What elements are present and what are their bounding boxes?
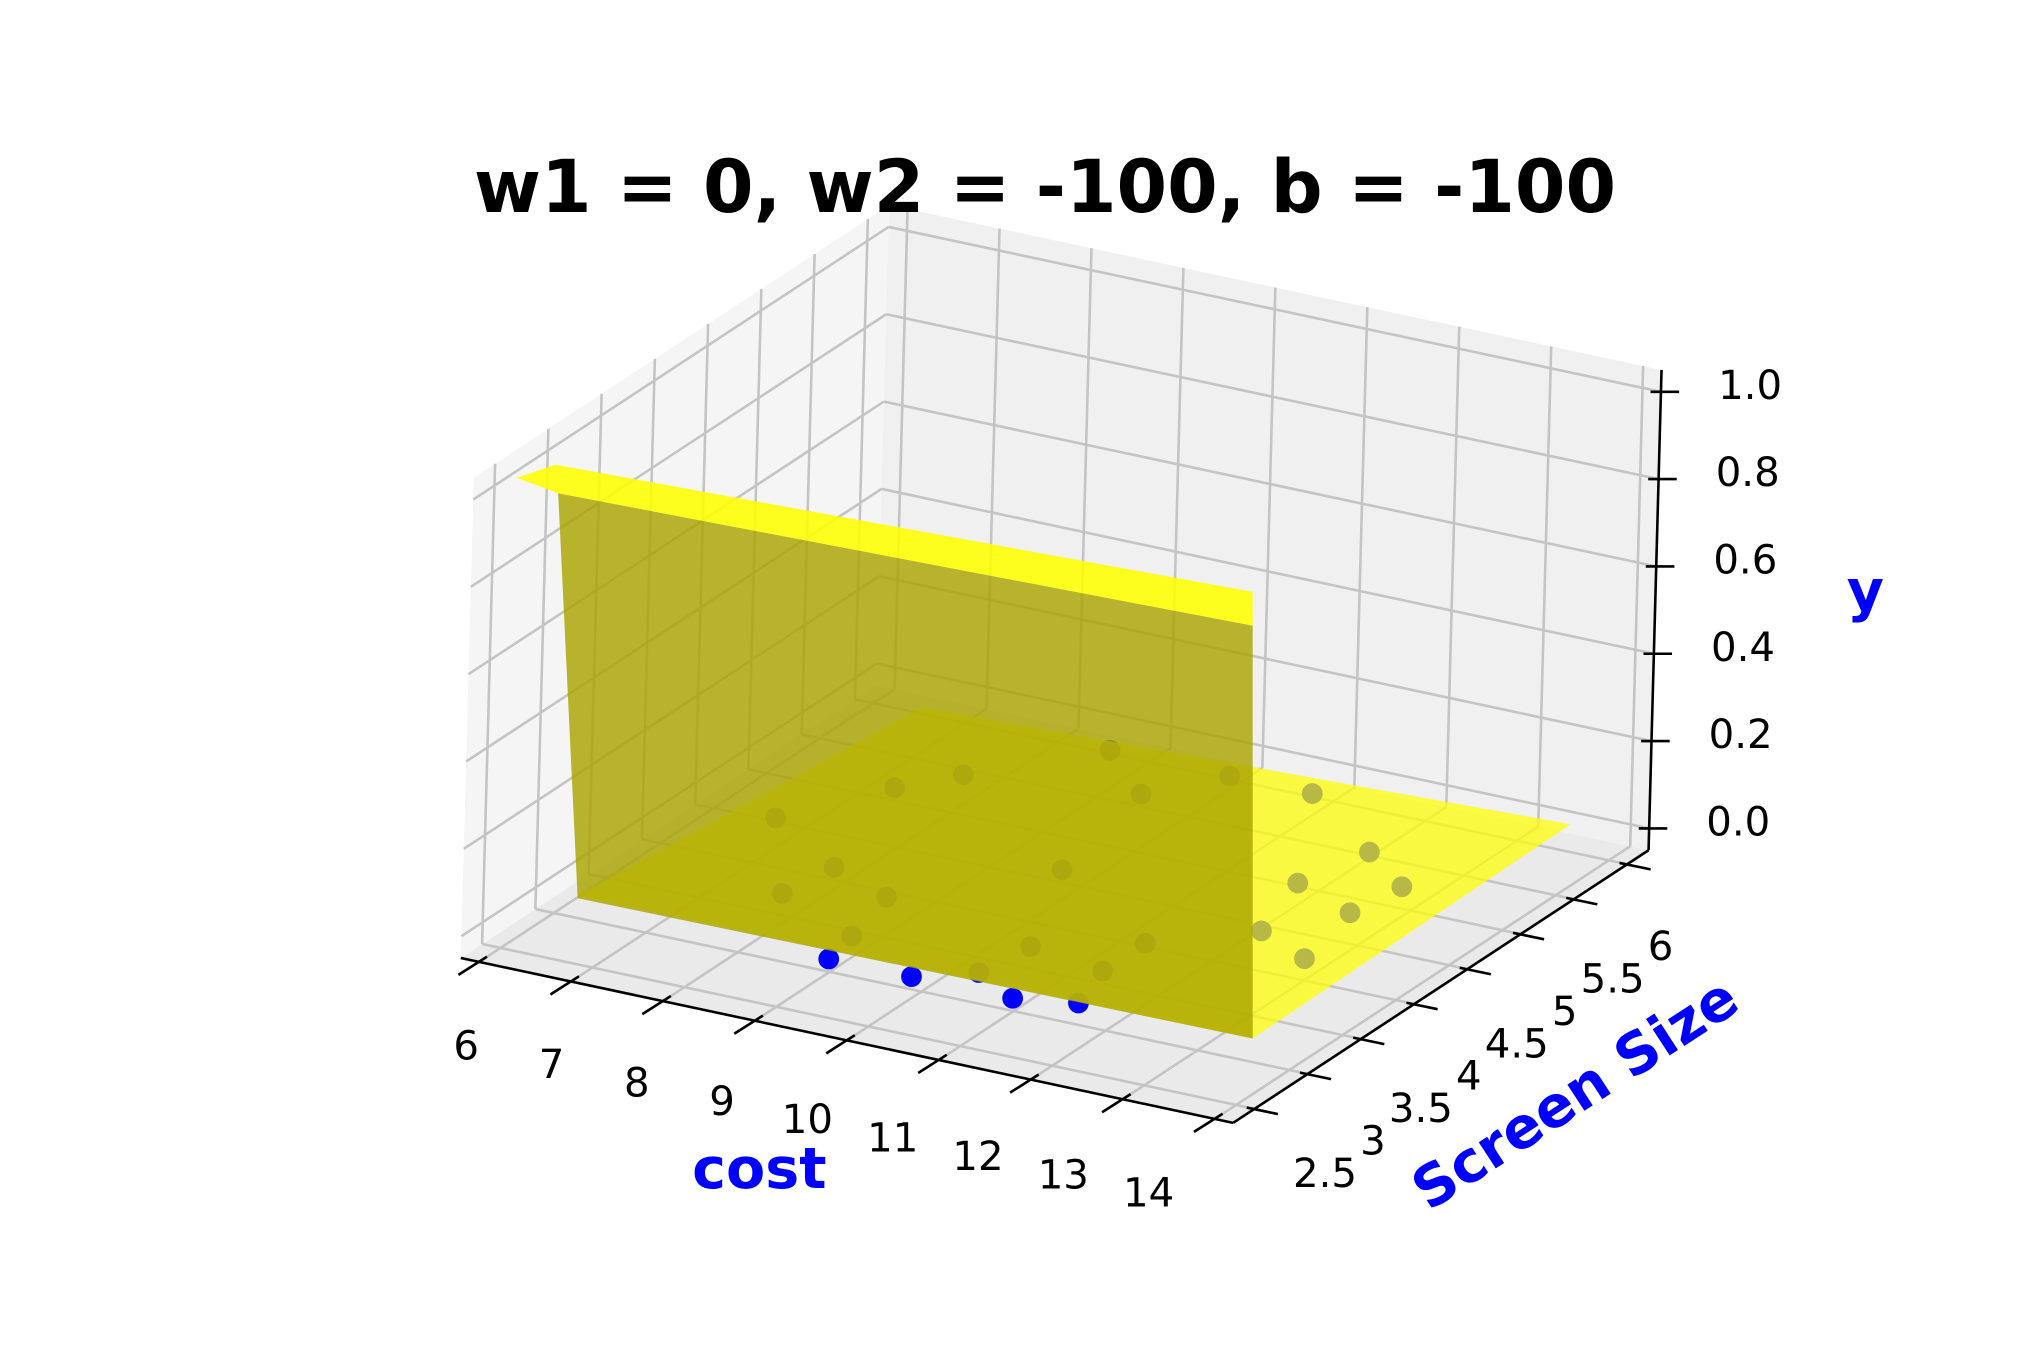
grid-line xyxy=(885,312,1659,481)
y-tick-label: 6 xyxy=(1648,924,1674,970)
z-tick-label: 0.4 xyxy=(1711,625,1775,671)
x-tick-label: 11 xyxy=(867,1116,918,1162)
tick-mark xyxy=(1352,1036,1385,1046)
z-axis-line xyxy=(1647,369,1663,851)
grid-line xyxy=(888,225,1662,394)
x-tick-label: 12 xyxy=(952,1134,1003,1180)
y-tick-label: 4 xyxy=(1456,1054,1482,1100)
z-tick-label: 0.8 xyxy=(1716,450,1780,496)
x-tick-label: 14 xyxy=(1123,1171,1174,1217)
tick-mark xyxy=(1246,1106,1279,1116)
grid-line xyxy=(480,463,497,945)
tick-mark xyxy=(733,1014,764,1035)
grid-line xyxy=(1261,287,1277,768)
grid-line xyxy=(1628,365,1645,847)
surface xyxy=(516,464,1571,1039)
tick-mark xyxy=(1101,1092,1132,1114)
grid-line xyxy=(1444,326,1461,808)
x-tick-label: 6 xyxy=(453,1024,479,1070)
point xyxy=(818,948,840,970)
x-tick-label: 13 xyxy=(1038,1152,1089,1198)
x-tick-label: 8 xyxy=(624,1060,650,1106)
tick-mark xyxy=(917,1053,948,1075)
chart-title: w1 = 0, w2 = -100, b = -100 xyxy=(474,146,1616,230)
z-tick-label: 0.0 xyxy=(1706,800,1770,846)
z-tick-label: 1.0 xyxy=(1718,363,1782,409)
tick-mark xyxy=(1009,1073,1040,1094)
grid-line xyxy=(1214,845,1631,1120)
y-tick-label: 5 xyxy=(1552,989,1578,1035)
grid-line xyxy=(883,400,1657,568)
tick-mark xyxy=(1565,896,1598,906)
z-tick-label: 0.6 xyxy=(1713,538,1777,584)
x-tick-label: 7 xyxy=(539,1042,565,1088)
x-tick-label: 10 xyxy=(782,1097,833,1143)
y-tick-label: 4.5 xyxy=(1485,1021,1549,1067)
grid-line xyxy=(534,428,550,910)
grid-line xyxy=(470,313,887,588)
tick-mark xyxy=(457,955,488,976)
axes: 6 7 8 9 10 11 12 13 14 2.533.544.555.560.00.20.40… xyxy=(453,363,1782,1217)
y-axis-line xyxy=(1232,849,1650,1124)
y-tick-label: 3 xyxy=(1360,1119,1386,1165)
tick-mark xyxy=(1459,966,1492,976)
tick-mark xyxy=(1512,931,1545,941)
grid-line xyxy=(472,225,890,501)
tick-mark xyxy=(1406,1001,1438,1011)
grid-line xyxy=(1536,346,1553,827)
tick-mark xyxy=(825,1034,856,1055)
tick-mark xyxy=(1299,1071,1332,1081)
y-tick-label: 2.5 xyxy=(1293,1151,1357,1197)
tick-mark xyxy=(549,975,580,996)
surface-wall xyxy=(558,493,1253,1039)
grid-line xyxy=(481,942,1255,1111)
point xyxy=(901,966,922,988)
grid-line xyxy=(1353,307,1369,788)
tick-mark xyxy=(1619,861,1651,871)
point xyxy=(1002,987,1024,1009)
y-tick-label: 5.5 xyxy=(1581,956,1645,1002)
surface-top xyxy=(516,464,1253,626)
z-tick-label: 0.2 xyxy=(1709,712,1773,758)
x-tick-label: 9 xyxy=(709,1079,735,1125)
y-tick-label: 3.5 xyxy=(1389,1086,1453,1132)
grid-line xyxy=(535,907,1309,1076)
x-axis-label: cost xyxy=(692,1136,826,1202)
z-axis-label: y xyxy=(1847,558,1884,624)
tick-mark xyxy=(1193,1112,1224,1133)
grid-line xyxy=(881,487,1655,656)
tick-mark xyxy=(641,994,672,1016)
